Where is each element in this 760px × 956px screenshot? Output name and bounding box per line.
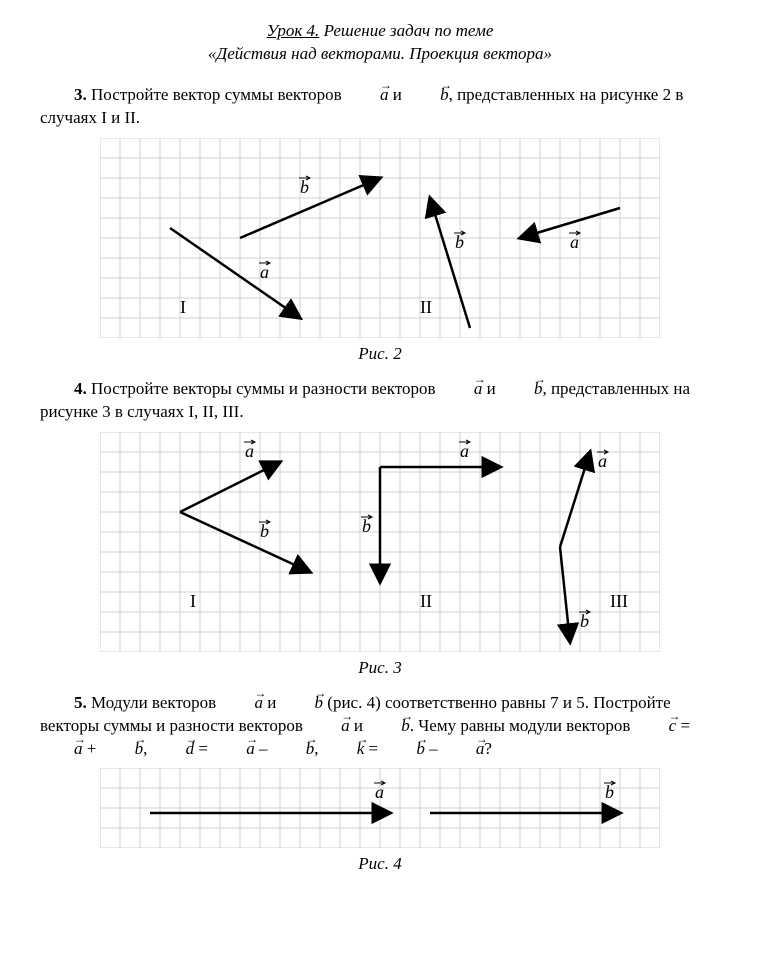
- task-3-number: 3.: [74, 85, 87, 104]
- svg-text:b: b: [300, 177, 309, 197]
- svg-text:b: b: [362, 516, 371, 536]
- svg-text:II: II: [420, 591, 432, 611]
- figure-3: abababIIIIII: [40, 432, 720, 652]
- svg-text:III: III: [610, 591, 628, 611]
- figure-2-svg: abbaIII: [100, 138, 660, 338]
- svg-text:b: b: [580, 611, 589, 631]
- svg-text:a: a: [375, 782, 384, 802]
- lesson-title-2: «Действия над векторами. Проекция вектор…: [208, 44, 552, 63]
- svg-text:b: b: [605, 782, 614, 802]
- vector-b: b: [500, 378, 543, 401]
- svg-text:a: a: [598, 451, 607, 471]
- svg-text:b: b: [455, 232, 464, 252]
- task-5: 5. Модули векторов a и b (рис. 4) соотве…: [40, 692, 720, 761]
- lesson-title-1: Решение задач по теме: [319, 21, 493, 40]
- svg-text:b: b: [260, 521, 269, 541]
- figure-4-svg: ab: [100, 768, 660, 848]
- svg-text:I: I: [180, 297, 186, 317]
- svg-text:II: II: [420, 297, 432, 317]
- figure-3-svg: abababIIIIII: [100, 432, 660, 652]
- figure-4: ab: [40, 768, 720, 848]
- figure-4-caption: Рис. 4: [40, 854, 720, 874]
- lesson-header: Урок 4. Решение задач по теме «Действия …: [40, 20, 720, 66]
- figure-2: abbaIII: [40, 138, 720, 338]
- vector-a: a: [346, 84, 389, 107]
- figure-3-caption: Рис. 3: [40, 658, 720, 678]
- figure-2-caption: Рис. 2: [40, 344, 720, 364]
- task-4-number: 4.: [74, 379, 87, 398]
- task-4: 4. Постройте векторы суммы и разности ве…: [40, 378, 720, 424]
- svg-text:a: a: [570, 232, 579, 252]
- task-3: 3. Постройте вектор суммы векторов a и b…: [40, 84, 720, 130]
- vector-a: a: [440, 378, 483, 401]
- lesson-number: Урок 4.: [267, 21, 320, 40]
- svg-text:a: a: [245, 441, 254, 461]
- vector-b: b: [406, 84, 449, 107]
- svg-text:I: I: [190, 591, 196, 611]
- svg-text:a: a: [260, 262, 269, 282]
- svg-text:a: a: [460, 441, 469, 461]
- task-5-number: 5.: [74, 693, 87, 712]
